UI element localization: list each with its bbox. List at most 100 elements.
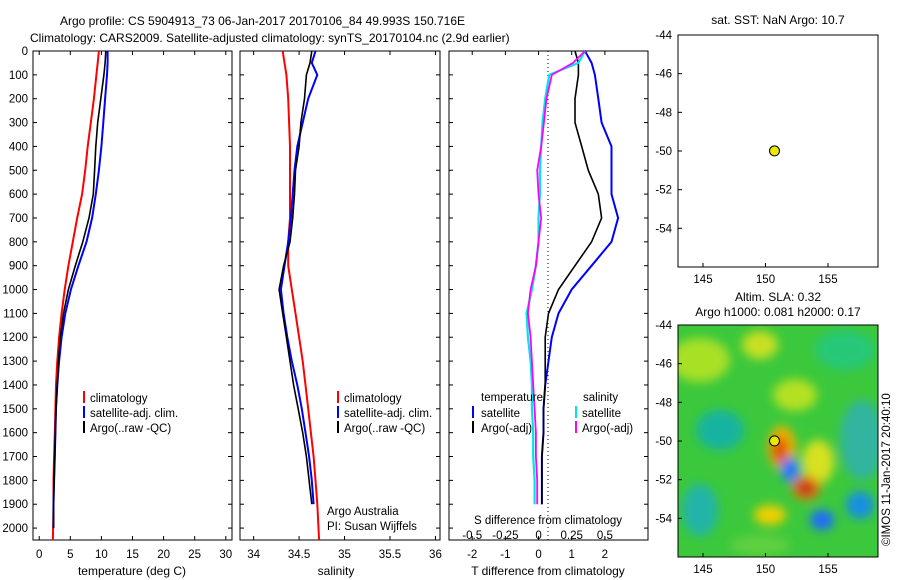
legend-label-s-satellite: satellite [582, 408, 621, 420]
depth-tick-label: 1900 [2, 499, 28, 511]
depth-tick-label: 1600 [2, 428, 28, 440]
s-tick-label: 0.25 [561, 530, 583, 542]
depth-tick-label: 2000 [2, 523, 28, 535]
map-y-tick-label: -52 [655, 475, 672, 487]
map-y-tick-label: -52 [655, 185, 672, 197]
depth-tick-label: 1300 [2, 356, 28, 368]
depth-tick-label: 800 [9, 237, 28, 249]
x-tick-label: 0 [535, 549, 541, 561]
x-tick-label: 5 [67, 549, 73, 561]
legend-label-argo: Argo(..raw -QC) [344, 423, 425, 435]
depth-tick-label: 1400 [2, 380, 28, 392]
map-x-tick-label: 145 [693, 564, 712, 576]
temperature-x-axis: 0 5 10 15 20 25 30 [36, 51, 232, 561]
depth-tick-label: 500 [9, 165, 28, 177]
depth-tick-label: 1000 [2, 285, 28, 297]
x-tick-label: 10 [95, 549, 108, 561]
x-tick-label: 25 [188, 549, 201, 561]
legend-label-climatology: climatology [90, 393, 148, 405]
depth-tick-label: 1100 [3, 308, 28, 320]
salinity-argo-line [278, 51, 313, 505]
map-y-tick-label: -44 [655, 320, 672, 332]
depth-tick-label: 1500 [2, 404, 28, 416]
map-x-tick-label: 150 [756, 564, 775, 576]
map-y-tick-label: -48 [655, 107, 672, 119]
depth-tick-label: 0 [22, 46, 28, 58]
legend-header-temperature: temperature [481, 392, 543, 404]
legend-label-climatology: climatology [344, 393, 402, 405]
depth-tick-label: 1700 [2, 452, 28, 464]
legend-label-argo: Argo(..raw -QC) [90, 423, 171, 435]
difference-axis-label: T difference from climatology [471, 564, 625, 578]
sla-heatmap [678, 325, 878, 557]
sla-map-axes: 145 150 155 -44 -46 -48 -50 -52 -54 [655, 320, 837, 576]
map-x-tick-label: 155 [818, 274, 837, 286]
t-diff-argo-line [541, 51, 603, 505]
salinity-plot-frame [239, 50, 441, 541]
legend-label-s-argo: Argo(-adj) [582, 423, 633, 435]
x-tick-label: 34.5 [288, 549, 310, 561]
x-tick-label: 0 [36, 549, 42, 561]
map-y-tick-label: -50 [655, 436, 672, 448]
argo-australia-note: Argo Australia [327, 506, 399, 518]
x-tick-label: 2 [602, 549, 608, 561]
temperature-argo-line [52, 51, 107, 529]
legend-label-satellite: satellite-adj. clim. [90, 408, 178, 420]
legend-header-salinity: salinity [583, 392, 618, 404]
sst-map-axes: 145 150 155 -44 -46 -48 -50 -52 -54 [655, 30, 837, 286]
map-y-tick-label: -54 [655, 513, 672, 525]
x-tick-label: 36 [429, 549, 442, 561]
argo-location-marker [769, 435, 780, 447]
imos-credit: ©IMOS 11-Jan-2017 20:40:10 [881, 393, 893, 546]
depth-tick-label: 1800 [2, 475, 28, 487]
temperature-legend: climatology satellite-adj. clim. Argo(..… [83, 391, 178, 435]
s-difference-label: S difference from climatology [474, 515, 622, 527]
depth-tick-label: 600 [9, 189, 28, 201]
pi-note: PI: Susan Wijffels [327, 521, 417, 533]
legend-label-satellite: satellite-adj. clim. [344, 408, 432, 420]
sst-map-title: sat. SST: NaN Argo: 10.7 [711, 13, 845, 27]
depth-axis: 0 100 200 300 400 500 600 700 800 900 1000 1100 1200… [2, 46, 648, 535]
map-y-tick-label: -44 [655, 30, 672, 42]
map-y-tick-label: -54 [655, 223, 672, 235]
map-y-tick-label: -50 [655, 146, 672, 158]
depth-tick-label: 400 [9, 141, 28, 153]
sla-map-title-line1: Altim. SLA: 0.32 [735, 290, 821, 304]
x-tick-label: -1 [500, 549, 510, 561]
map-y-tick-label: -46 [655, 69, 672, 81]
map-y-tick-label: -46 [655, 359, 672, 371]
salinity-legend: climatology satellite-adj. clim. Argo(..… [337, 391, 432, 435]
temperature-plot-frame [32, 50, 233, 541]
x-tick-label: 1 [569, 549, 575, 561]
legend-label-t-argo: Argo(-adj) [481, 423, 532, 435]
x-tick-label: 35.5 [379, 549, 401, 561]
depth-tick-label: 700 [9, 213, 28, 225]
depth-tick-label: 300 [9, 118, 28, 130]
map-x-tick-label: 145 [693, 274, 712, 286]
x-tick-label: 34 [247, 549, 260, 561]
depth-tick-label: 900 [9, 261, 28, 273]
salinity-x-axis: 34 34.5 35 35.5 36 [247, 51, 442, 561]
depth-tick-label: 1200 [2, 332, 28, 344]
legend-label-t-satellite: satellite [481, 408, 520, 420]
depth-tick-label: 200 [9, 94, 28, 106]
argo-location-marker [769, 145, 780, 157]
depth-tick-label: 100 [9, 70, 28, 82]
t-difference-x-axis: -2 -1 0 1 2 [467, 51, 608, 561]
map-x-tick-label: 155 [818, 564, 837, 576]
map-y-tick-label: -48 [655, 397, 672, 409]
x-tick-label: -2 [467, 549, 477, 561]
figure-title-line1: Argo profile: CS 5904913_73 06-Jan-2017 … [60, 14, 465, 28]
sla-map-title-line2: Argo h1000: 0.081 h2000: 0.17 [695, 305, 861, 319]
difference-legend: temperature salinity satellite Argo(-adj… [472, 392, 633, 435]
salinity-climatology-line [281, 51, 321, 540]
salinity-satellite-line [279, 51, 319, 505]
s-tick-label: 0.5 [597, 530, 613, 542]
x-tick-label: 15 [126, 549, 139, 561]
figure-title-line2: Climatology: CARS2009. Satellite-adjuste… [30, 31, 510, 45]
x-tick-label: 30 [219, 549, 232, 561]
map-x-tick-label: 150 [756, 274, 775, 286]
s-difference-x-axis: -0.5 -0.25 0 0.25 0.5 [462, 530, 613, 542]
salinity-axis-label: salinity [318, 564, 355, 578]
